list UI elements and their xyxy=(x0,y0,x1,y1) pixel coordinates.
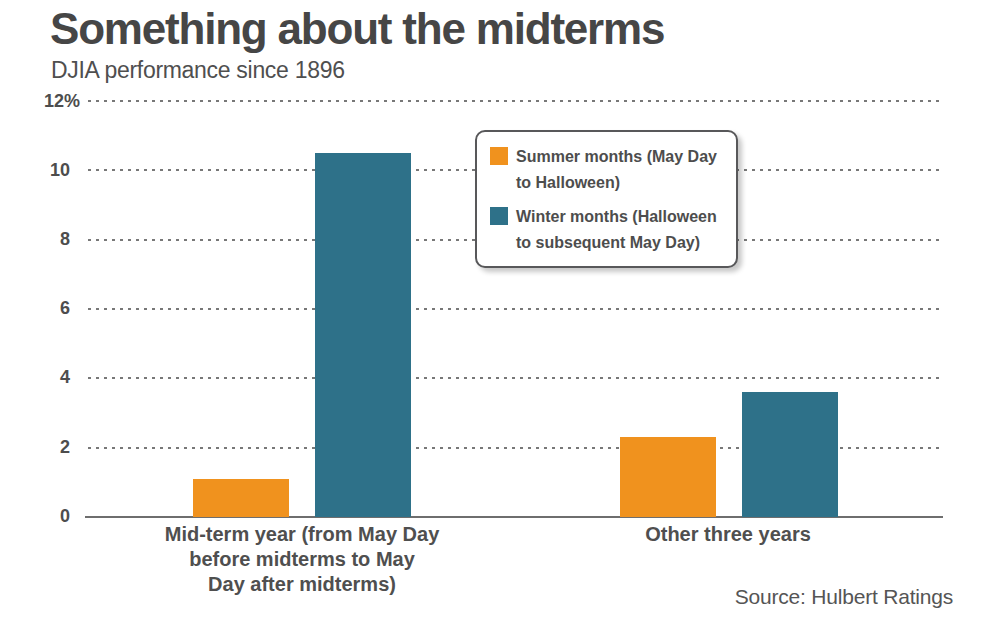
y-axis-tick-8: 8 xyxy=(0,228,80,250)
y-axis-tick-12pct: 12% xyxy=(0,90,80,112)
y-axis-tick-0: 0 xyxy=(0,505,80,527)
gridline-4 xyxy=(88,377,943,379)
legend-label-winter: Winter months (Halloween to subsequent M… xyxy=(516,204,717,256)
y-axis-tick-10: 10 xyxy=(0,159,80,181)
legend-label-summer: Summer months (May Day to Halloween) xyxy=(516,144,717,196)
bar-summer-other-years xyxy=(620,437,716,517)
y-axis-tick-6: 6 xyxy=(0,297,80,319)
legend-item-summer: Summer months (May Day to Halloween) xyxy=(490,144,724,196)
legend-item-winter: Winter months (Halloween to subsequent M… xyxy=(490,204,724,256)
bar-summer-midterm-year xyxy=(193,479,289,517)
legend-swatch-summer-icon xyxy=(490,147,508,165)
page-title: Something about the midterms xyxy=(50,4,664,54)
chart-figure: Something about the midterms DJIA perfor… xyxy=(0,0,1002,631)
legend-box: Summer months (May Day to Halloween) Win… xyxy=(475,130,738,268)
y-axis-tick-4: 4 xyxy=(0,366,80,388)
x-axis-label-midterm-year: Mid-term year (from May Day before midte… xyxy=(132,522,472,597)
y-axis-tick-2: 2 xyxy=(0,436,80,458)
x-axis-label-other-years: Other three years xyxy=(558,522,898,547)
bar-winter-midterm-year xyxy=(315,153,411,517)
bar-winter-other-years xyxy=(742,392,838,517)
gridline-6 xyxy=(88,308,943,310)
gridline-12 xyxy=(88,100,943,102)
page-subtitle: DJIA performance since 1896 xyxy=(51,57,345,84)
legend-swatch-winter-icon xyxy=(490,207,508,225)
source-credit: Source: Hulbert Ratings xyxy=(735,585,953,609)
